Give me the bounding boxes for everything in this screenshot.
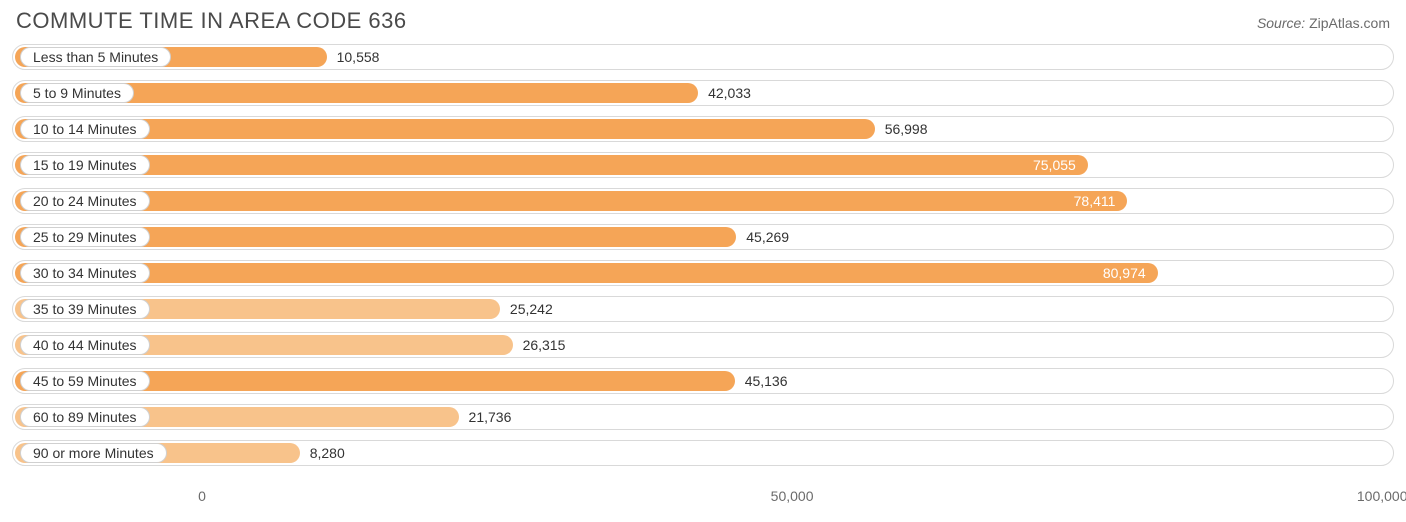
chart-header: COMMUTE TIME IN AREA CODE 636 Source: Zi…: [12, 8, 1394, 34]
x-tick: 100,000: [1357, 488, 1406, 504]
bar-fill: [15, 155, 1088, 175]
bar-value: 42,033: [708, 85, 751, 101]
bar-value: 56,998: [885, 121, 928, 137]
bar-row: 60 to 89 Minutes 21,736: [12, 404, 1394, 430]
x-tick: 0: [198, 488, 206, 504]
bar-value: 45,136: [745, 373, 788, 389]
bar-value: 21,736: [469, 409, 512, 425]
bar-fill: [15, 263, 1158, 283]
bar-row: 25 to 29 Minutes 45,269: [12, 224, 1394, 250]
category-pill: 30 to 34 Minutes: [20, 263, 150, 283]
chart-title: COMMUTE TIME IN AREA CODE 636: [16, 8, 407, 34]
bar-row: 40 to 44 Minutes 26,315: [12, 332, 1394, 358]
bar-value: 26,315: [523, 337, 566, 353]
bar-row: 5 to 9 Minutes 42,033: [12, 80, 1394, 106]
category-pill: 20 to 24 Minutes: [20, 191, 150, 211]
chart-container: COMMUTE TIME IN AREA CODE 636 Source: Zi…: [0, 0, 1406, 522]
bar-row: Less than 5 Minutes 10,558: [12, 44, 1394, 70]
category-pill: 5 to 9 Minutes: [20, 83, 134, 103]
bar-value: 45,269: [746, 229, 789, 245]
chart-source: Source: ZipAtlas.com: [1257, 15, 1390, 31]
category-pill: 60 to 89 Minutes: [20, 407, 150, 427]
category-pill: 10 to 14 Minutes: [20, 119, 150, 139]
chart-plot: Less than 5 Minutes 10,558 5 to 9 Minutes 4…: [12, 44, 1394, 466]
bar-row: 45 to 59 Minutes 45,136: [12, 368, 1394, 394]
x-axis: 050,000100,000: [12, 488, 1394, 508]
bar-value: 75,055: [1033, 157, 1076, 173]
category-pill: 40 to 44 Minutes: [20, 335, 150, 355]
bar-value: 80,974: [1103, 265, 1146, 281]
bar-value: 25,242: [510, 301, 553, 317]
bar-value: 8,280: [310, 445, 345, 461]
bar-value: 78,411: [1074, 193, 1116, 209]
bar-row: 10 to 14 Minutes 56,998: [12, 116, 1394, 142]
source-value: ZipAtlas.com: [1309, 15, 1390, 31]
bar-row: 30 to 34 Minutes 80,974: [12, 260, 1394, 286]
category-pill: 90 or more Minutes: [20, 443, 167, 463]
bar-row: 90 or more Minutes 8,280: [12, 440, 1394, 466]
bar-row: 35 to 39 Minutes 25,242: [12, 296, 1394, 322]
category-pill: 15 to 19 Minutes: [20, 155, 150, 175]
category-pill: 45 to 59 Minutes: [20, 371, 150, 391]
bar-value: 10,558: [337, 49, 380, 65]
x-tick: 50,000: [771, 488, 814, 504]
bar-fill: [15, 191, 1127, 211]
bar-row: 15 to 19 Minutes 75,055: [12, 152, 1394, 178]
bar-row: 20 to 24 Minutes 78,411: [12, 188, 1394, 214]
category-pill: 35 to 39 Minutes: [20, 299, 150, 319]
source-label: Source:: [1257, 15, 1305, 31]
category-pill: Less than 5 Minutes: [20, 47, 171, 67]
category-pill: 25 to 29 Minutes: [20, 227, 150, 247]
